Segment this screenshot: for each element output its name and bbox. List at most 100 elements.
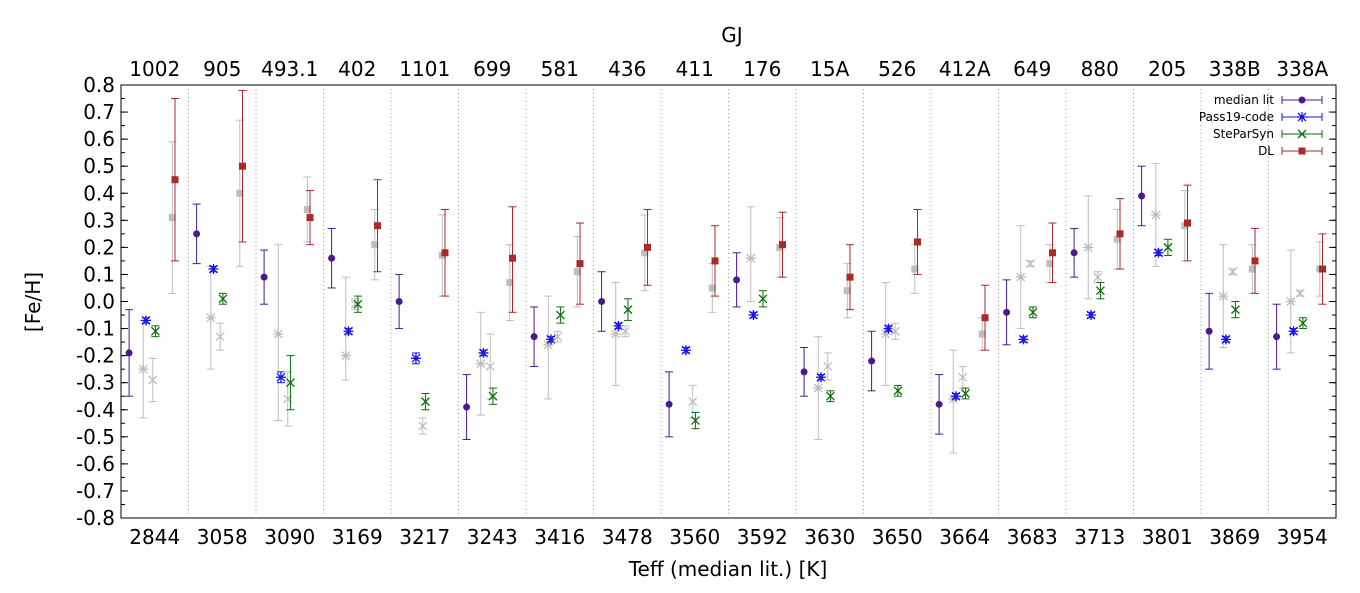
data-point (285, 378, 295, 388)
x-tick-label: 3560 (669, 525, 720, 549)
data-point (1220, 334, 1231, 345)
gray-data-point (688, 397, 698, 407)
data-point (1273, 333, 1281, 341)
top-tick-label: 411 (676, 57, 714, 81)
gray-data-point (911, 265, 919, 273)
x-tick-label: 3478 (602, 525, 653, 549)
data-point (733, 276, 741, 284)
data-point (815, 372, 826, 383)
gray-data-point (823, 361, 833, 371)
gray-data-point (1025, 259, 1035, 269)
data-point (1184, 219, 1191, 227)
top-tick-label: 905 (203, 57, 241, 81)
y-tick-label: 0.4 (83, 181, 115, 205)
data-point (981, 314, 989, 322)
top-tick-label: 176 (743, 57, 781, 81)
data-point (846, 273, 854, 281)
data-point (883, 323, 894, 334)
legend-label: DL (1258, 144, 1274, 158)
gray-data-point (573, 268, 581, 276)
data-point (410, 353, 421, 364)
gray-data-point (553, 332, 563, 342)
gray-data-point (205, 312, 216, 323)
data-point (1138, 192, 1146, 200)
data-point (665, 400, 673, 408)
data-point (1116, 230, 1124, 238)
legend-marker (1297, 129, 1307, 139)
data-point (1018, 334, 1029, 345)
gray-data-point (485, 361, 495, 371)
data-point (644, 243, 651, 251)
top-tick-label: 526 (878, 57, 916, 81)
gray-data-point (506, 279, 514, 287)
data-point (395, 298, 403, 305)
legend-marker (1297, 112, 1307, 122)
data-point (868, 357, 876, 365)
data-point (239, 162, 246, 170)
gray-data-point (273, 328, 284, 339)
top-tick-label: 880 (1081, 57, 1119, 81)
y-tick-label: -0.6 (76, 452, 115, 476)
gray-data-point (1248, 265, 1256, 273)
data-point (140, 315, 151, 326)
data-point (1049, 249, 1056, 257)
x-tick-label: 3664 (939, 525, 990, 549)
data-point (1205, 327, 1213, 335)
data-point (800, 368, 808, 376)
gray-data-point (890, 326, 900, 336)
x-tick-label: 3058 (197, 525, 248, 549)
gray-data-point (1285, 296, 1296, 307)
data-point (893, 386, 903, 396)
x-tick-label: 3954 (1277, 525, 1328, 549)
data-point (343, 326, 354, 337)
data-point (1028, 307, 1038, 317)
data-point (150, 326, 160, 336)
x-tick-label: 3169 (332, 525, 383, 549)
gray-data-point (168, 214, 176, 222)
data-point (680, 345, 691, 356)
data-point (441, 249, 449, 257)
y-tick-label: 0.1 (83, 262, 115, 286)
x-tick-label: 3592 (737, 525, 788, 549)
data-point (1070, 249, 1078, 257)
legend-label: median lit (1214, 93, 1274, 107)
data-point (208, 264, 219, 275)
data-point (193, 230, 201, 238)
data-point (545, 334, 556, 345)
gray-data-point (620, 326, 630, 336)
top-tick-label: 1101 (399, 57, 450, 81)
x-tick-label: 3713 (1074, 525, 1125, 549)
data-point (353, 299, 363, 309)
x-tick-label: 2844 (129, 525, 180, 549)
top-tick-label: 649 (1013, 57, 1051, 81)
x-tick-label: 3630 (804, 525, 855, 549)
gray-data-point (843, 287, 851, 295)
gray-data-point (1150, 209, 1161, 220)
top-tick-label: 15A (810, 57, 849, 81)
data-point (960, 389, 970, 398)
gray-data-point (1046, 260, 1054, 268)
data-point (598, 298, 606, 305)
gray-data-point (543, 339, 554, 350)
y-axis-title: [Fe/H] (21, 272, 45, 332)
x-axis-title: Teff (median lit.) [K] (628, 557, 828, 581)
y-tick-label: -0.2 (76, 344, 115, 368)
x-tick-label: 3243 (467, 525, 518, 549)
y-tick-label: 0.3 (83, 208, 115, 232)
data-point (1288, 326, 1299, 337)
data-point (1251, 257, 1259, 265)
data-point (275, 372, 286, 383)
gray-data-point (880, 328, 891, 339)
top-tick-label: 338B (1209, 57, 1261, 81)
gray-data-point (641, 249, 649, 257)
data-point (935, 400, 943, 408)
y-tick-label: 0.0 (83, 290, 115, 314)
y-tick-label: -0.1 (76, 317, 115, 341)
data-point (555, 310, 565, 320)
data-point (758, 294, 768, 304)
x-tick-label: 3217 (399, 525, 450, 549)
gray-data-point (138, 364, 149, 375)
data-point (488, 391, 498, 401)
gray-data-point (475, 358, 486, 369)
